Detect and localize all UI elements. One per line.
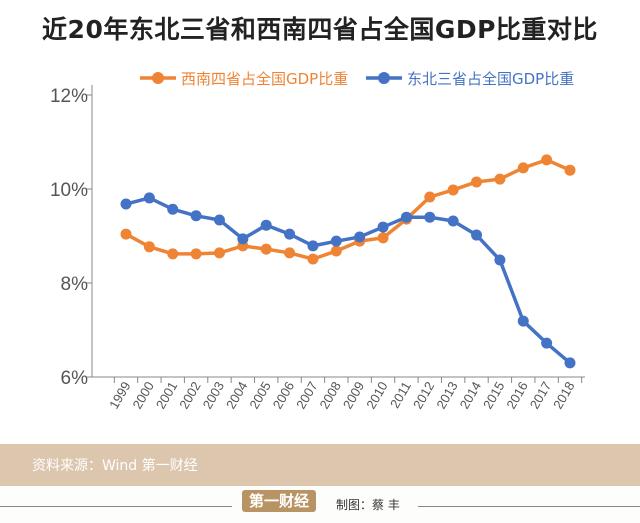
data-point — [260, 219, 272, 231]
data-point — [517, 162, 529, 174]
legend-label: 西南四省占全国GDP比重 — [181, 70, 348, 88]
data-point — [564, 357, 576, 369]
data-point — [260, 243, 272, 255]
data-point — [330, 245, 342, 257]
data-point — [424, 211, 436, 223]
series-northeast — [120, 192, 576, 369]
legend-marker — [152, 72, 164, 84]
logo: 第一财经 — [242, 490, 316, 512]
x-tick-label: 2010 — [363, 379, 390, 412]
x-tick-label: 2002 — [176, 379, 203, 412]
data-point — [541, 337, 553, 349]
series-line — [125, 196, 572, 365]
data-point — [307, 253, 319, 265]
x-tick-label: 2003 — [200, 379, 227, 412]
data-point — [213, 247, 225, 259]
data-point — [471, 176, 483, 188]
data-point — [447, 184, 459, 196]
data-point — [167, 203, 179, 215]
data-point — [377, 232, 389, 244]
data-point — [400, 211, 412, 223]
data-point — [517, 315, 529, 327]
y-tick-label: 10% — [50, 180, 88, 201]
x-tick-label: 2012 — [410, 379, 437, 412]
x-tick-label: 2004 — [223, 379, 250, 412]
data-point — [541, 154, 553, 166]
legend-marker — [378, 72, 390, 84]
series-line — [125, 158, 571, 261]
x-tick-label: 2005 — [246, 379, 273, 412]
x-tick-label: 2017 — [527, 379, 554, 412]
data-point — [494, 173, 506, 185]
line-chart: 6%8%10%12%199920002001200220032004200520… — [50, 70, 585, 412]
data-point — [307, 240, 319, 252]
data-point — [143, 192, 155, 204]
data-point — [190, 248, 202, 260]
x-tick-label: 1999 — [106, 379, 133, 412]
data-point — [424, 191, 436, 203]
data-point — [447, 215, 459, 227]
x-tick-label: 2013 — [433, 379, 460, 412]
series-southwest — [120, 154, 576, 265]
data-point — [190, 210, 202, 222]
x-tick-label: 2009 — [340, 379, 367, 412]
x-tick-label: 2008 — [316, 379, 343, 412]
y-tick-label: 12% — [50, 86, 88, 107]
data-point — [354, 231, 366, 243]
data-point — [330, 235, 342, 247]
data-point — [120, 228, 132, 240]
data-point — [471, 229, 483, 241]
credit-text: 制图：蔡 丰 — [336, 498, 400, 512]
x-tick-label: 2011 — [387, 379, 414, 411]
data-point — [494, 254, 506, 266]
data-point — [377, 221, 389, 233]
source-band: 资料来源：Wind 第一财经 — [0, 444, 640, 486]
data-point — [284, 228, 296, 240]
data-point — [120, 198, 132, 210]
data-point — [143, 241, 155, 253]
legend-label: 东北三省占全国GDP比重 — [407, 70, 574, 88]
x-tick-label: 2000 — [130, 379, 157, 412]
data-point — [564, 164, 576, 176]
data-point — [284, 247, 296, 259]
x-tick-label: 2007 — [293, 379, 320, 412]
credit-bar: 第一财经 制图：蔡 丰 — [0, 486, 640, 523]
data-point — [213, 214, 225, 226]
data-point — [237, 233, 249, 245]
x-tick-label: 2015 — [480, 379, 507, 412]
divider — [0, 506, 232, 507]
x-tick-label: 2014 — [457, 379, 484, 412]
x-tick-label: 2018 — [550, 379, 577, 412]
source-text: 资料来源：Wind 第一财经 — [32, 458, 198, 474]
y-tick-label: 8% — [61, 274, 89, 295]
x-tick-label: 2001 — [153, 379, 180, 412]
divider — [418, 506, 640, 507]
data-point — [167, 248, 179, 260]
x-tick-label: 2006 — [270, 379, 297, 412]
chart-title: 近20年东北三省和西南四省占全国GDP比重对比 — [42, 15, 598, 44]
y-tick-label: 6% — [61, 368, 89, 389]
x-tick-label: 2016 — [503, 379, 530, 412]
